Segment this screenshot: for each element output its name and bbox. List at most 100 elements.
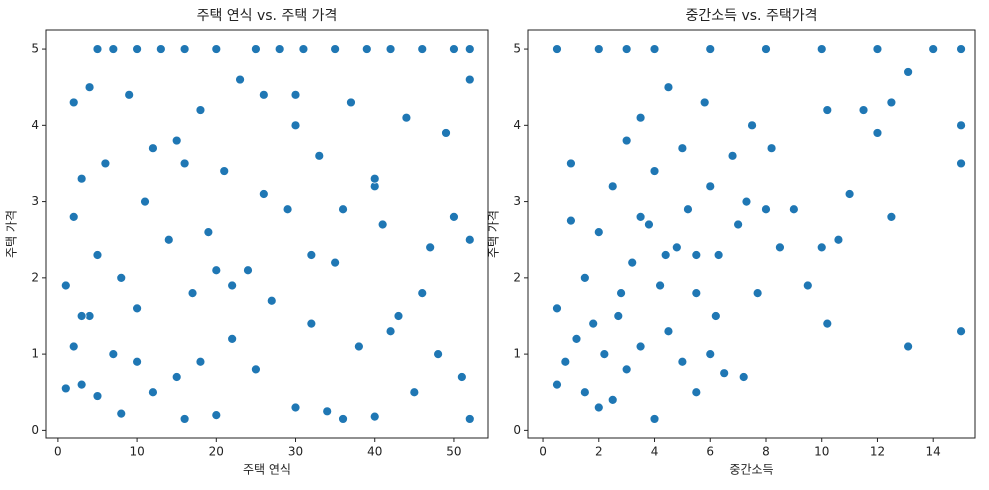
point bbox=[705, 44, 716, 54]
x-tick-label: 10 bbox=[129, 445, 144, 459]
point bbox=[560, 356, 571, 367]
point bbox=[369, 411, 380, 422]
point bbox=[635, 112, 646, 123]
point bbox=[417, 44, 428, 54]
point bbox=[92, 250, 103, 260]
point bbox=[802, 280, 813, 291]
x-tick-label: 8 bbox=[762, 445, 770, 459]
point bbox=[621, 135, 632, 146]
point bbox=[677, 356, 688, 367]
point bbox=[76, 379, 87, 390]
point bbox=[298, 44, 309, 54]
chart-title: 주택 연식 vs. 주택 가격 bbox=[197, 8, 338, 24]
point bbox=[671, 242, 682, 253]
point bbox=[171, 372, 182, 382]
point bbox=[621, 364, 632, 375]
point bbox=[566, 215, 576, 226]
point bbox=[258, 189, 269, 199]
x-tick-label: 2 bbox=[595, 445, 603, 459]
point bbox=[60, 383, 71, 394]
point bbox=[552, 379, 562, 390]
x-tick-label: 20 bbox=[209, 445, 224, 459]
point bbox=[449, 211, 459, 222]
point bbox=[788, 204, 799, 215]
point bbox=[274, 44, 285, 54]
point bbox=[306, 318, 317, 329]
point bbox=[92, 391, 103, 401]
y-tick-label: 0 bbox=[513, 423, 521, 437]
y-tick-label: 5 bbox=[513, 42, 521, 56]
y-tick-label: 4 bbox=[513, 118, 521, 132]
point bbox=[282, 204, 293, 215]
point bbox=[108, 349, 119, 360]
y-tick-label: 5 bbox=[31, 42, 39, 56]
point bbox=[211, 410, 222, 421]
point bbox=[290, 89, 301, 100]
y-tick-label: 4 bbox=[31, 118, 39, 132]
point bbox=[195, 356, 206, 367]
point bbox=[211, 265, 222, 276]
y-tick-label: 2 bbox=[513, 270, 521, 284]
point bbox=[290, 120, 301, 131]
axes-frame bbox=[527, 29, 976, 439]
point bbox=[124, 89, 135, 100]
point bbox=[761, 44, 771, 54]
y-axis-label: 주택 가격 bbox=[5, 210, 19, 258]
x-tick-label: 12 bbox=[870, 445, 885, 459]
point bbox=[68, 211, 79, 222]
point bbox=[660, 250, 671, 260]
point bbox=[761, 204, 771, 215]
point bbox=[552, 303, 562, 314]
point bbox=[644, 219, 654, 230]
point bbox=[346, 97, 356, 108]
y-tick-label: 0 bbox=[31, 423, 39, 437]
x-tick-label: 14 bbox=[926, 445, 941, 459]
point bbox=[903, 341, 914, 352]
point bbox=[148, 143, 158, 154]
point bbox=[607, 394, 618, 405]
point bbox=[766, 143, 777, 154]
point bbox=[571, 333, 582, 344]
point bbox=[179, 44, 190, 54]
x-tick-label: 10 bbox=[814, 445, 829, 459]
point bbox=[616, 288, 626, 299]
point bbox=[705, 349, 716, 360]
point bbox=[928, 44, 939, 54]
point bbox=[235, 74, 245, 85]
point bbox=[433, 349, 443, 360]
point bbox=[385, 326, 396, 337]
point bbox=[816, 242, 827, 253]
point bbox=[92, 44, 103, 54]
point bbox=[195, 105, 206, 115]
point bbox=[219, 166, 230, 176]
point bbox=[330, 257, 341, 268]
point bbox=[886, 211, 897, 222]
point bbox=[833, 234, 844, 245]
point bbox=[903, 67, 914, 77]
y-axis-label: 주택 가격 bbox=[487, 210, 501, 258]
x-tick-label: 30 bbox=[288, 445, 303, 459]
point bbox=[369, 173, 380, 184]
x-axis-label: 중간소득 bbox=[729, 463, 773, 477]
point bbox=[243, 265, 253, 276]
point bbox=[699, 97, 710, 108]
point bbox=[338, 414, 348, 424]
x-tick-label: 50 bbox=[446, 445, 461, 459]
point bbox=[456, 372, 467, 382]
point bbox=[733, 219, 744, 230]
x-tick-label: 40 bbox=[367, 445, 382, 459]
x-tick-label: 6 bbox=[706, 445, 714, 459]
y-tick-label: 3 bbox=[513, 194, 521, 208]
point bbox=[449, 44, 459, 54]
point bbox=[377, 219, 388, 230]
point bbox=[747, 120, 757, 131]
point bbox=[579, 272, 590, 283]
axes-frame bbox=[45, 29, 489, 439]
point bbox=[441, 128, 451, 138]
point bbox=[385, 44, 396, 54]
x-axis-label: 주택 연식 bbox=[243, 463, 291, 477]
point bbox=[710, 311, 721, 321]
point bbox=[464, 234, 475, 245]
point bbox=[171, 135, 182, 146]
